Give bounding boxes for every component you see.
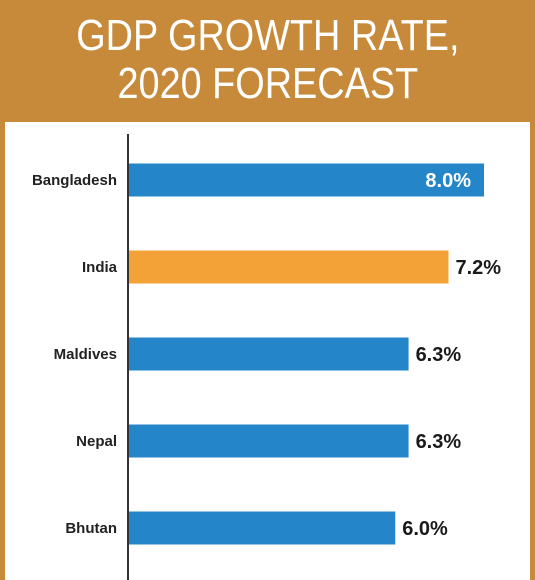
chart-title-line-1: GDP GROWTH RATE, <box>75 11 460 60</box>
value-label-maldives: 6.3% <box>416 344 462 366</box>
category-label-india: India <box>82 259 118 276</box>
bar-bangladesh <box>129 163 484 197</box>
value-label-bangladesh: 8.0% <box>425 170 471 192</box>
value-label-bhutan: 6.0% <box>402 518 448 540</box>
category-label-nepal: Nepal <box>76 433 117 450</box>
chart-title-line-2: 2020 FORECAST <box>117 59 418 108</box>
category-label-maldives: Maldives <box>54 346 117 363</box>
chart-panel: Bangladesh 8.0% India 7.2% Maldives 6.3% Nepal… <box>5 122 530 580</box>
bar-chart: Bangladesh 8.0% India 7.2% Maldives 6.3% Nepal… <box>32 134 502 580</box>
category-label-bhutan: Bhutan <box>65 520 117 537</box>
bar-india <box>129 250 449 284</box>
bar-bhutan <box>129 511 396 545</box>
bar-nepal <box>129 424 409 458</box>
value-label-nepal: 6.3% <box>416 431 462 453</box>
category-label-bangladesh: Bangladesh <box>32 172 117 189</box>
value-label-india: 7.2% <box>456 257 502 279</box>
chart-header: GDP GROWTH RATE, 2020 FORECAST <box>0 0 535 120</box>
bar-maldives <box>129 337 409 371</box>
